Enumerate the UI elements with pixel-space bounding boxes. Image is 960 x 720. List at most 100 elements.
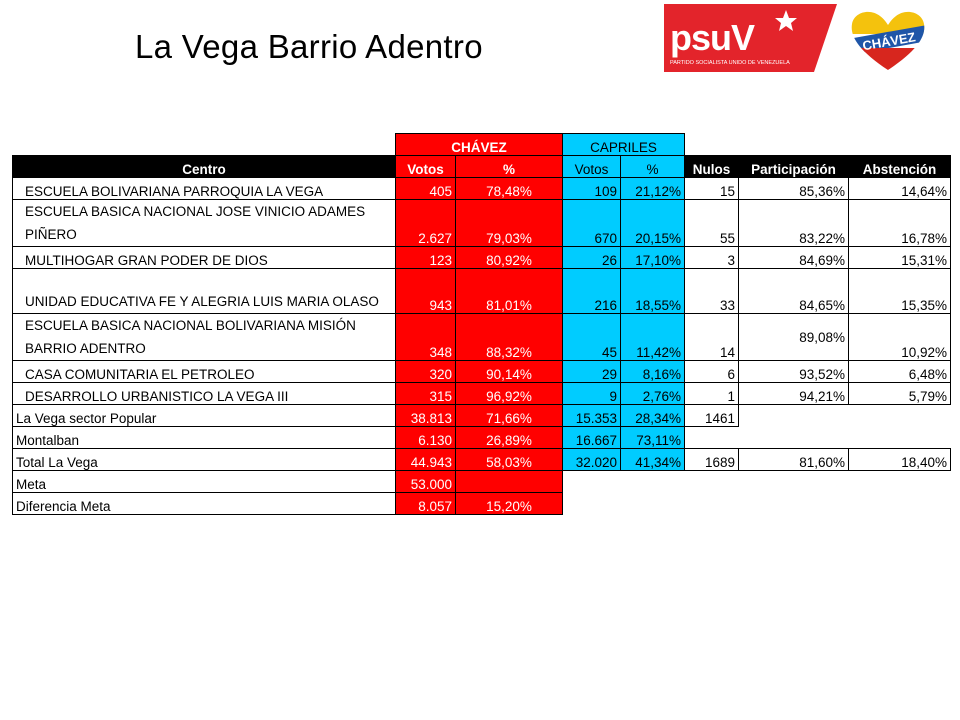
table-row: DESARROLLO URBANISTICO LA VEGA III 315 96,… [12, 382, 951, 405]
col-header-centro: Centro [12, 155, 396, 178]
table-row: MULTIHOGAR GRAN PODER DE DIOS 123 80,92% 26… [12, 246, 951, 269]
cell-capriles-pct: 17,10% [620, 246, 685, 269]
cell-chavez-pct: 26,89% [455, 426, 563, 449]
empty-cell [739, 471, 951, 493]
page-title: La Vega Barrio Adentro [135, 28, 483, 65]
empty-cell [685, 493, 739, 515]
empty-cell [685, 471, 739, 493]
cell-capriles-votos: 15.353 [562, 404, 621, 427]
summary-row: Meta 53.000 [12, 470, 951, 493]
cell-nulos: 14 [684, 313, 739, 361]
cell-abstencion: 10,92% [848, 313, 951, 361]
cell-chavez-pct: 79,03% [455, 199, 563, 247]
col-header-participacion: Participación [738, 155, 849, 178]
cell-centro: DESARROLLO URBANISTICO LA VEGA III [12, 382, 396, 405]
cell-capriles-pct: 21,12% [620, 177, 685, 200]
cell-participacion: 84,65% [738, 268, 849, 314]
empty-cell [739, 405, 951, 427]
cell-participacion: 89,08% [738, 313, 849, 361]
cell-chavez-votos: 943 [395, 268, 456, 314]
cell-chavez-votos: 405 [395, 177, 456, 200]
cell-chavez-pct: 96,92% [455, 382, 563, 405]
capriles-group-header: CAPRILES [562, 133, 685, 156]
table-row: UNIDAD EDUCATIVA FE Y ALEGRIA LUIS MARIA… [12, 268, 951, 314]
cell-nulos: 33 [684, 268, 739, 314]
summary-row: Total La Vega 44.943 58,03% 32.020 41,34% 168… [12, 448, 951, 471]
cell-centro: MULTIHOGAR GRAN PODER DE DIOS [12, 246, 396, 269]
cell-nulos: 15 [684, 177, 739, 200]
empty-cell [739, 493, 951, 515]
table-row: ESCUELA BASICA NACIONAL BOLIVARIANA MISI… [12, 313, 951, 361]
cell-chavez-votos: 44.943 [395, 448, 456, 471]
col-header-abstencion: Abstención [848, 155, 951, 178]
cell-abstencion: 15,31% [848, 246, 951, 269]
cell-capriles-pct: 18,55% [620, 268, 685, 314]
cell-abstencion: 15,35% [848, 268, 951, 314]
col-header-chavez-votos: Votos [395, 155, 456, 178]
cell-participacion: 83,22% [738, 199, 849, 247]
cell-abstencion: 14,64% [848, 177, 951, 200]
cell-chavez-pct: 15,20% [455, 492, 563, 515]
cell-label: Montalban [12, 426, 396, 449]
chavez-group-header: CHÁVEZ [395, 133, 563, 156]
cell-label: Diferencia Meta [12, 492, 396, 515]
cell-abstencion: 6,48% [848, 360, 951, 383]
cell-chavez-votos: 2.627 [395, 199, 456, 247]
chavez-2012-heart-logo: CHÁVEZ [851, 11, 925, 71]
cell-label: Meta [12, 470, 396, 493]
summary-row: Montalban 6.130 26,89% 16.667 73,11% [12, 426, 951, 449]
cell-chavez-pct: 71,66% [455, 404, 563, 427]
cell-chavez-pct: 88,32% [455, 313, 563, 361]
cell-nulos: 55 [684, 199, 739, 247]
table-row: CASA COMUNITARIA EL PETROLEO 320 90,14% 29 8… [12, 360, 951, 383]
svg-text:psuV: psuV [670, 17, 755, 58]
cell-participacion: 81,60% [738, 448, 849, 471]
group-header-row: CHÁVEZ CAPRILES [13, 133, 951, 156]
empty-cell [563, 471, 685, 493]
cell-capriles-pct: 8,16% [620, 360, 685, 383]
cell-nulos: 6 [684, 360, 739, 383]
cell-participacion: 85,36% [738, 177, 849, 200]
cell-chavez-votos: 123 [395, 246, 456, 269]
cell-abstencion: 5,79% [848, 382, 951, 405]
cell-chavez-pct: 58,03% [455, 448, 563, 471]
cell-chavez-votos: 53.000 [395, 470, 456, 493]
cell-capriles-pct: 11,42% [620, 313, 685, 361]
cell-capriles-votos: 670 [562, 199, 621, 247]
table-row: ESCUELA BASICA NACIONAL JOSE VINICIO ADA… [12, 199, 951, 247]
col-header-capriles-votos: Votos [562, 155, 621, 178]
cell-capriles-pct: 73,11% [620, 426, 685, 449]
cell-capriles-votos: 16.667 [562, 426, 621, 449]
cell-participacion: 84,69% [738, 246, 849, 269]
cell-chavez-votos: 315 [395, 382, 456, 405]
cell-capriles-votos: 26 [562, 246, 621, 269]
cell-capriles-votos: 32.020 [562, 448, 621, 471]
cell-capriles-votos: 216 [562, 268, 621, 314]
cell-capriles-votos: 109 [562, 177, 621, 200]
col-header-nulos: Nulos [684, 155, 739, 178]
cell-chavez-votos: 348 [395, 313, 456, 361]
summary-row: Diferencia Meta 8.057 15,20% [12, 492, 951, 515]
cell-label: Total La Vega [12, 448, 396, 471]
cell-nulos: 1 [684, 382, 739, 405]
cell-capriles-votos: 29 [562, 360, 621, 383]
cell-capriles-pct: 41,34% [620, 448, 685, 471]
col-header-capriles-pct: % [620, 155, 685, 178]
cell-label: La Vega sector Popular [12, 404, 396, 427]
cell-nulos: 1461 [684, 404, 739, 427]
cell-capriles-votos: 45 [562, 313, 621, 361]
cell-nulos: 3 [684, 246, 739, 269]
column-header-row: Centro Votos % Votos % Nulos Participaci… [12, 155, 951, 178]
cell-centro: ESCUELA BASICA NACIONAL JOSE VINICIO ADA… [12, 199, 396, 247]
cell-chavez-votos: 38.813 [395, 404, 456, 427]
cell-participacion: 94,21% [738, 382, 849, 405]
cell-abstencion: 18,40% [848, 448, 951, 471]
col-header-chavez-pct: % [455, 155, 563, 178]
cell-chavez-pct: 90,14% [455, 360, 563, 383]
cell-centro: UNIDAD EDUCATIVA FE Y ALEGRIA LUIS MARIA… [12, 268, 396, 314]
cell-capriles-votos: 9 [562, 382, 621, 405]
cell-chavez-votos: 320 [395, 360, 456, 383]
summary-row: La Vega sector Popular 38.813 71,66% 15.353… [12, 404, 951, 427]
cell-abstencion: 16,78% [848, 199, 951, 247]
svg-text:PARTIDO SOCIALISTA UNIDO DE VE: PARTIDO SOCIALISTA UNIDO DE VENEZUELA [670, 60, 790, 66]
